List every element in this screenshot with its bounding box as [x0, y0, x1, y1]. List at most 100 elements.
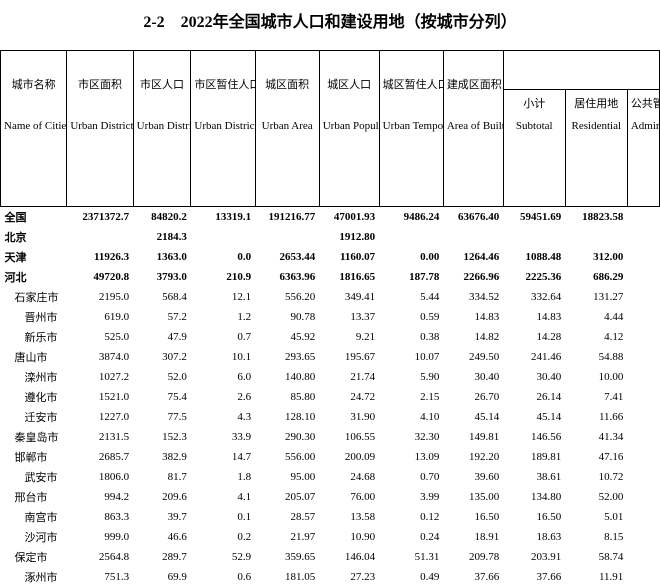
cell-value: 2225.36 [503, 267, 565, 287]
cell-value: 57.2 [133, 307, 191, 327]
hdr-cn-9: 居住用地 [565, 90, 627, 117]
cell-value [255, 227, 319, 247]
table-row: 迁安市1227.077.54.3128.1031.904.1045.1445.1… [1, 407, 660, 427]
cell-value: 14.7 [191, 447, 255, 467]
cell-value: 146.56 [503, 427, 565, 447]
cell-value: 0.24 [379, 527, 443, 547]
cell-value: 11.91 [565, 567, 627, 587]
cell-value: 2.6 [191, 387, 255, 407]
cell-value: 999.0 [67, 527, 133, 547]
table-row: 秦皇岛市2131.5152.333.9290.30106.5532.30149.… [1, 427, 660, 447]
table-row: 涿州市751.369.90.6181.0527.230.4937.6637.66… [1, 567, 660, 587]
cell-value: 2195.0 [67, 287, 133, 307]
cell-value: 0.0 [191, 247, 255, 267]
cell-value [627, 267, 659, 287]
cell-value: 2184.3 [133, 227, 191, 247]
cell-value: 52.00 [565, 487, 627, 507]
cell-value: 11.66 [565, 407, 627, 427]
cell-value: 192.20 [443, 447, 503, 467]
table-row: 全国2371372.784820.213319.1191216.7747001.… [1, 207, 660, 228]
hdr-en-1: Urban District Area [67, 116, 133, 207]
cell-value [627, 447, 659, 467]
cell-value: 45.14 [503, 407, 565, 427]
cell-value: 0.6 [191, 567, 255, 587]
cell-value: 525.0 [67, 327, 133, 347]
cell-value: 51.31 [379, 547, 443, 567]
cell-value: 289.7 [133, 547, 191, 567]
cell-name: 迁安市 [1, 407, 67, 427]
cell-value: 209.78 [443, 547, 503, 567]
cell-value: 21.74 [319, 367, 379, 387]
hdr-en-0: Name of Cities [1, 116, 67, 207]
cell-name: 沙河市 [1, 527, 67, 547]
cell-value [627, 367, 659, 387]
cell-value: 3.99 [379, 487, 443, 507]
cell-value: 1912.80 [319, 227, 379, 247]
cell-value: 205.07 [255, 487, 319, 507]
cell-value: 3874.0 [67, 347, 133, 367]
cell-value: 0.59 [379, 307, 443, 327]
cell-value: 1.8 [191, 467, 255, 487]
cell-name: 全国 [1, 207, 67, 228]
cell-name: 武安市 [1, 467, 67, 487]
cell-value: 63676.40 [443, 207, 503, 228]
cell-value: 140.80 [255, 367, 319, 387]
table-row: 保定市2564.8289.752.9359.65146.0451.31209.7… [1, 547, 660, 567]
cell-value: 334.52 [443, 287, 503, 307]
cell-value: 26.70 [443, 387, 503, 407]
cell-value: 11926.3 [67, 247, 133, 267]
cell-value: 2266.96 [443, 267, 503, 287]
cell-value: 18.63 [503, 527, 565, 547]
cell-value: 249.50 [443, 347, 503, 367]
cell-value: 9.21 [319, 327, 379, 347]
cell-value: 13.09 [379, 447, 443, 467]
cell-value: 5.90 [379, 367, 443, 387]
page-title: 2-2 2022年全国城市人口和建设用地（按城市分列） [0, 0, 660, 50]
cell-value [627, 407, 659, 427]
cell-value: 9486.24 [379, 207, 443, 228]
cell-value: 14.83 [503, 307, 565, 327]
cell-value: 4.1 [191, 487, 255, 507]
cell-value [503, 227, 565, 247]
cell-value: 359.65 [255, 547, 319, 567]
cell-value: 33.9 [191, 427, 255, 447]
cell-value: 1.2 [191, 307, 255, 327]
hdr-en-8: Subtotal [503, 116, 565, 207]
hdr-cn-2: 市区人口 [133, 51, 191, 117]
cell-value: 45.14 [443, 407, 503, 427]
cell-value: 38.61 [503, 467, 565, 487]
cell-value: 28.57 [255, 507, 319, 527]
cell-value [67, 227, 133, 247]
cell-value: 0.12 [379, 507, 443, 527]
cell-value: 58.74 [565, 547, 627, 567]
cell-value: 14.28 [503, 327, 565, 347]
hdr-cn-4: 城区面积 [255, 51, 319, 117]
cell-value: 10.90 [319, 527, 379, 547]
cell-value: 26.14 [503, 387, 565, 407]
cell-value: 4.12 [565, 327, 627, 347]
cell-value: 10.72 [565, 467, 627, 487]
cell-value: 1160.07 [319, 247, 379, 267]
cell-name: 北京 [1, 227, 67, 247]
cell-value: 54.88 [565, 347, 627, 367]
table-row: 南宫市863.339.70.128.5713.580.1216.5016.505… [1, 507, 660, 527]
cell-value: 47.16 [565, 447, 627, 467]
cell-value: 4.10 [379, 407, 443, 427]
cell-value: 293.65 [255, 347, 319, 367]
cell-value: 1806.0 [67, 467, 133, 487]
table-row: 天津11926.31363.00.02653.441160.070.001264… [1, 247, 660, 267]
cell-value: 187.78 [379, 267, 443, 287]
hdr-cn-6: 城区暂住人口 [379, 51, 443, 117]
cell-value [627, 427, 659, 447]
cell-name: 遵化市 [1, 387, 67, 407]
table-row: 沙河市999.046.60.221.9710.900.2418.9118.638… [1, 527, 660, 547]
cell-value: 24.72 [319, 387, 379, 407]
cell-value: 21.97 [255, 527, 319, 547]
cell-name: 晋州市 [1, 307, 67, 327]
table-row: 滦州市1027.252.06.0140.8021.745.9030.4030.4… [1, 367, 660, 387]
cell-value [627, 547, 659, 567]
cell-value [443, 227, 503, 247]
cell-value: 30.40 [443, 367, 503, 387]
cell-value: 16.50 [443, 507, 503, 527]
cell-value: 3793.0 [133, 267, 191, 287]
